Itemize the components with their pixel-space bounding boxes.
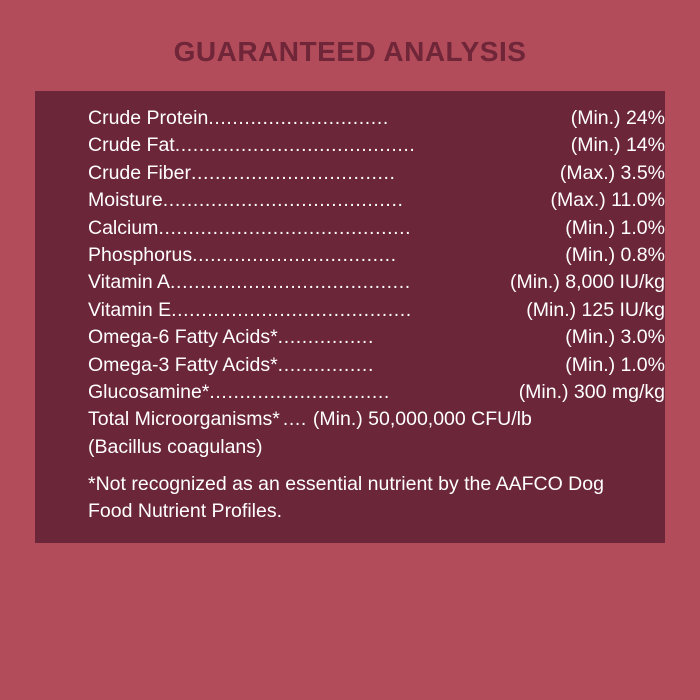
nutrient-name: Vitamin A — [88, 271, 171, 294]
analysis-panel: Crude Protein ..........................… — [35, 91, 665, 543]
leader-dots: ........................................ — [162, 189, 404, 212]
nutrient-name: Crude Fiber — [88, 161, 191, 184]
nutrient-value: (Min.) 50,000,000 CFU/lb — [312, 408, 532, 431]
nutrient-value: (Min.) 24% — [570, 107, 665, 129]
analysis-row-crude-fat: Crude Fat ..............................… — [88, 132, 665, 159]
analysis-row-total-microorganisms: Total Microorganisms* .... (Min.) 50,000… — [88, 406, 665, 433]
analysis-row-calcium: Calcium ................................… — [88, 215, 665, 242]
bacillus-note: (Bacillus coagulans) — [88, 435, 263, 458]
leader-dots: ........................................… — [158, 216, 412, 239]
leader-dots: ........................................ — [171, 298, 412, 321]
nutrient-name: Moisture — [88, 189, 163, 212]
analysis-row-glucosamine: Glucosamine* ...........................… — [88, 379, 665, 406]
nutrient-name: Crude Fat — [88, 134, 175, 157]
nutrient-name: Total Microorganisms* — [88, 408, 280, 431]
leader-dots: .............................. — [209, 380, 390, 403]
nutrient-value: (Min.) 14% — [570, 134, 665, 157]
nutrient-value: (Min.) 0.8% — [565, 243, 665, 266]
leader-dots: ................ — [277, 353, 374, 376]
analysis-row-vitamin-a: Vitamin A ..............................… — [88, 269, 665, 296]
analysis-row-bacillus: (Bacillus coagulans) — [88, 434, 665, 461]
page-title: GUARANTEED ANALYSIS — [173, 36, 527, 67]
nutrient-value: (Min.) 1.0% — [565, 216, 665, 239]
nutrient-value: (Min.) 300 mg/kg — [518, 380, 665, 403]
analysis-row-moisture: Moisture ...............................… — [88, 187, 665, 214]
leader-dots: ........................................ — [170, 271, 411, 294]
analysis-row-phosphorus: Phosphorus .............................… — [88, 242, 665, 269]
nutrient-name: Omega-3 Fatty Acids* — [88, 353, 278, 376]
leader-dots: .... — [282, 408, 313, 431]
nutrient-value: (Max.) 3.5% — [559, 161, 665, 184]
analysis-row-crude-protein: Crude Protein ..........................… — [88, 105, 665, 132]
analysis-row-crude-fiber: Crude Fiber ............................… — [88, 160, 665, 187]
nutrient-value: (Min.) 8,000 IU/kg — [510, 271, 665, 294]
nutrient-name: Glucosamine* — [88, 380, 210, 403]
nutrient-name: Crude Protein — [88, 107, 209, 129]
nutrient-value: (Min.) 125 IU/kg — [526, 298, 665, 321]
nutrient-name: Omega-6 Fatty Acids* — [88, 326, 278, 349]
nutrient-name: Calcium — [88, 216, 159, 239]
leader-dots: .............................. — [208, 107, 389, 129]
footnote: *Not recognized as an essential nutrient… — [88, 473, 604, 523]
analysis-row-omega-3: Omega-3 Fatty Acids* ................ (M… — [88, 352, 665, 379]
leader-dots: ........................................ — [174, 134, 416, 157]
analysis-list: Crude Protein ..........................… — [88, 105, 665, 461]
leader-dots: .................................. — [192, 243, 397, 266]
nutrient-name: Phosphorus — [88, 243, 193, 266]
nutrient-value: (Min.) 3.0% — [565, 326, 665, 349]
leader-dots: .................................. — [190, 161, 396, 184]
analysis-row-omega-6: Omega-6 Fatty Acids* ................ (M… — [88, 324, 665, 351]
leader-dots: ................ — [277, 326, 374, 349]
nutrient-value: (Max.) 11.0% — [550, 189, 665, 212]
nutrient-name: Vitamin E — [88, 298, 172, 321]
analysis-row-vitamin-e: Vitamin E ..............................… — [88, 297, 665, 324]
nutrient-value: (Min.) 1.0% — [565, 353, 665, 376]
